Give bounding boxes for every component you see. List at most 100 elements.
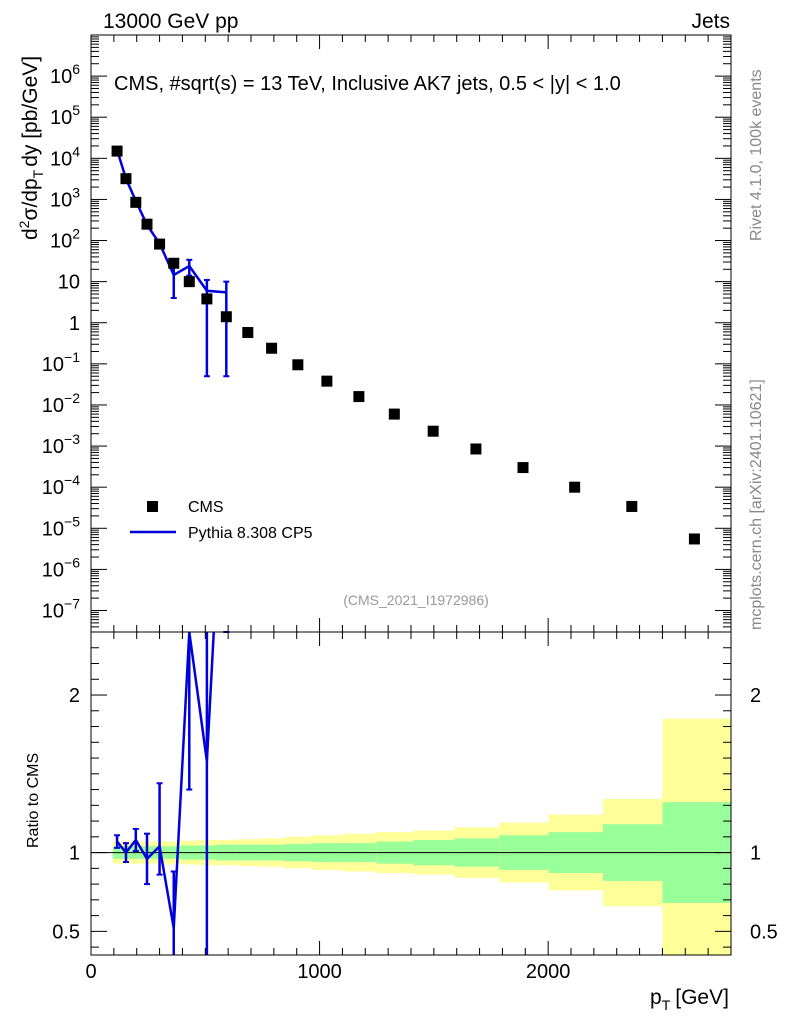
cms-point (266, 342, 278, 354)
cms-point (353, 391, 365, 403)
main-ytick-label: 10−4 (42, 472, 80, 499)
main-panel-frame (90, 34, 732, 633)
ytick-exp: −2 (64, 390, 80, 406)
cms-point (120, 173, 132, 185)
main-ytick-label: 106 (50, 61, 80, 88)
main-ytick-label: 105 (50, 102, 80, 129)
chart-title: CMS, #sqrt(s) = 13 TeV, Inclusive AK7 je… (114, 73, 621, 95)
header-right: Jets (691, 10, 730, 33)
ytick-base: 10 (50, 189, 72, 211)
ytick-exp: 4 (72, 143, 80, 159)
cms-point (470, 443, 482, 455)
ytick-base: 10 (50, 66, 72, 88)
ylabel-subT: T (30, 169, 46, 178)
cms-point (427, 425, 439, 437)
ytick-base: 10 (42, 518, 64, 540)
main-series (111, 145, 700, 545)
main-ytick-label: 10 (58, 272, 80, 294)
main-ytick-label: 10−6 (42, 554, 80, 581)
xlabel-p: p (650, 986, 662, 1009)
ylabel-d: d (19, 228, 42, 240)
mcplots-caption: mcplots.cern.ch [arXiv:2401.10621] (748, 379, 765, 630)
ratio-ytick-label-right: 2 (750, 685, 761, 707)
main-ytick-label: 1 (69, 313, 80, 335)
main-ytick-label: 102 (50, 226, 80, 253)
ytick-exp: 6 (72, 61, 80, 77)
ytick-exp: 3 (72, 184, 80, 200)
ratio-ylabel: Ratio to CMS (25, 753, 42, 848)
main-ylabel: d2σ/dpTdy [pb/GeV] (16, 56, 46, 240)
ytick-base: 10 (58, 272, 80, 294)
ratio-panel-frame (90, 631, 732, 956)
main-ytick-label: 10−7 (42, 596, 80, 623)
main-ytick-label: 104 (50, 143, 80, 170)
cms-point (183, 276, 195, 288)
ytick-base: 10 (50, 231, 72, 253)
main-ytick-label: 103 (50, 184, 80, 211)
cms-point (688, 533, 700, 545)
ratio-ytick-label-left: 0.5 (52, 921, 80, 943)
xlabel-unit: [GeV] (675, 986, 729, 1009)
cms-point (201, 293, 213, 305)
cms-point (569, 481, 581, 493)
main-ytick-label: 10−5 (42, 513, 80, 540)
cms-point (168, 257, 180, 269)
ytick-base: 10 (42, 395, 64, 417)
cms-point (111, 145, 123, 157)
cms-point (626, 500, 638, 512)
xlabel: pT [GeV] (650, 986, 729, 1013)
ytick-exp: 5 (72, 102, 80, 118)
ratio-ytick-label-left: 1 (69, 843, 80, 865)
ytick-exp: −6 (64, 554, 80, 570)
main-axis-ticks: 10610510410310210110−110−210−310−410−510… (42, 34, 732, 633)
ytick-exp: −1 (64, 349, 80, 365)
cms-point (321, 375, 333, 387)
xtick-label: 0 (85, 961, 96, 983)
cms-point (154, 238, 166, 250)
ratio-axis-ticks: 0.5 0.5 1 1 2 2 0 1000 2000 (52, 632, 778, 983)
xtick-label: 1000 (297, 961, 342, 983)
legend: CMS Pythia 8.308 CP5 (130, 499, 313, 542)
main-ytick-label: 10−1 (42, 349, 80, 376)
ytick-base: 10 (42, 559, 64, 581)
ytick-base: 10 (50, 107, 72, 129)
cms-point (517, 462, 529, 474)
ylabel-rest: dy [pb/GeV] (19, 56, 42, 167)
ytick-exp: 2 (72, 226, 80, 242)
ratio-ytick-label-left: 2 (69, 685, 80, 707)
xtick-label: 2000 (526, 961, 571, 983)
ytick-exp: −5 (64, 513, 80, 529)
cms-point (130, 196, 142, 208)
ytick-base: 10 (42, 436, 64, 458)
main-ytick-label: 10−2 (42, 390, 80, 417)
cms-point (242, 326, 254, 338)
analysis-watermark: (CMS_2021_I1972986) (343, 592, 489, 608)
header-left: 13000 GeV pp (103, 10, 238, 33)
legend-cms-label: CMS (188, 499, 224, 516)
cms-point (388, 408, 400, 420)
ratio-ytick-label-right: 0.5 (750, 921, 778, 943)
ytick-base: 10 (42, 354, 64, 376)
mc-line (115, 149, 227, 294)
ratio-series (114, 631, 230, 955)
ytick-exp: −7 (64, 596, 80, 612)
ylabel-sigma: σ/dp (19, 178, 42, 220)
main-ytick-label: 10−3 (42, 431, 80, 458)
ytick-exp: −4 (64, 472, 80, 488)
legend-cms-marker (147, 501, 158, 512)
ytick-base: 10 (42, 601, 64, 623)
cms-point (220, 311, 232, 323)
rivet-caption: Rivet 4.1.0, 100k events (748, 69, 765, 241)
cms-point (141, 218, 153, 230)
ratio-ytick-label-right: 1 (750, 843, 761, 865)
cms-point (292, 359, 304, 371)
legend-pythia-label: Pythia 8.308 CP5 (188, 525, 313, 542)
ytick-base: 10 (42, 477, 64, 499)
xlabel-subT: T (662, 997, 671, 1013)
ytick-exp: −3 (64, 431, 80, 447)
ylabel-sup2: 2 (16, 220, 32, 228)
ytick-base: 1 (69, 313, 80, 335)
ratio-line (116, 632, 216, 929)
